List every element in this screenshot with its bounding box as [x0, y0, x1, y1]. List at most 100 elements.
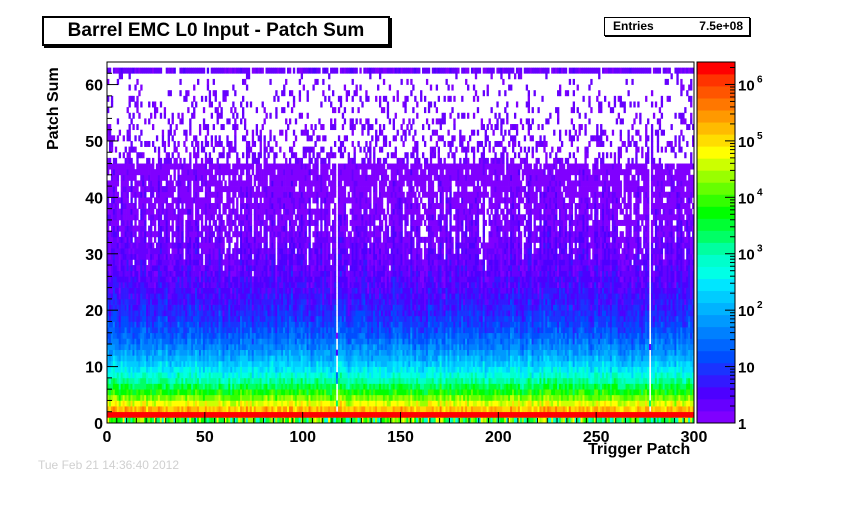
heatmap-cell — [126, 253, 129, 260]
heatmap-cell — [136, 259, 139, 266]
heatmap-cell — [134, 349, 137, 356]
heatmap-cell — [134, 242, 137, 249]
heatmap-cell — [112, 389, 116, 396]
heatmap-cell — [159, 231, 163, 238]
heatmap-cell — [161, 163, 165, 170]
heatmap-cell — [240, 118, 243, 125]
heatmap-cell — [136, 276, 139, 283]
heatmap-cell — [126, 186, 129, 193]
heatmap-cell — [152, 248, 155, 255]
heatmap-cell — [150, 321, 153, 328]
heatmap-cell — [230, 214, 233, 221]
heatmap-cell — [257, 186, 260, 193]
heatmap-cell — [116, 67, 120, 74]
heatmap-cell — [144, 406, 147, 413]
heatmap-cell — [208, 197, 212, 204]
heatmap-cell — [124, 310, 127, 317]
heatmap-cell — [228, 174, 231, 181]
heatmap-cell — [155, 400, 159, 407]
heatmap-cell — [273, 157, 276, 164]
heatmap-cell — [189, 129, 192, 136]
heatmap-cell — [155, 394, 159, 401]
heatmap-cell — [114, 394, 118, 401]
heatmap-cell — [153, 259, 157, 266]
heatmap-cell — [122, 180, 125, 187]
heatmap-cell — [134, 135, 137, 142]
heatmap-cell — [136, 406, 139, 413]
heatmap-cell — [122, 349, 125, 356]
heatmap-cell — [152, 276, 155, 283]
heatmap-cell — [161, 338, 165, 345]
heatmap-cell — [134, 332, 137, 339]
heatmap-cell — [136, 186, 139, 193]
heatmap-cell — [159, 281, 163, 288]
heatmap-cell — [300, 73, 304, 80]
heatmap-cell — [112, 417, 116, 424]
heatmap-cell — [161, 406, 165, 413]
heatmap-cell — [142, 163, 145, 170]
heatmap-cell — [122, 265, 125, 272]
heatmap-cell — [290, 90, 294, 97]
heatmap-cell — [292, 101, 296, 108]
heatmap-cell — [132, 67, 135, 74]
heatmap-cell — [191, 214, 194, 221]
heatmap-cell — [189, 152, 192, 159]
heatmap-cell — [232, 112, 235, 119]
heatmap-cell — [112, 332, 116, 339]
heatmap-cell — [148, 163, 151, 170]
heatmap-cell — [112, 406, 116, 413]
heatmap-cell — [181, 253, 184, 260]
heatmap-cell — [130, 298, 133, 305]
heatmap-cell — [140, 281, 143, 288]
heatmap-cell — [130, 169, 133, 176]
heatmap-cell — [159, 327, 163, 334]
heatmap-cell — [146, 186, 149, 193]
heatmap-cell — [110, 327, 114, 334]
heatmap-cell — [249, 197, 253, 204]
heatmap-cell — [197, 191, 200, 198]
heatmap-cell — [177, 169, 180, 176]
heatmap-cell — [153, 186, 157, 193]
heatmap-cell — [157, 377, 161, 384]
heatmap-cell — [120, 186, 124, 193]
heatmap-cell — [157, 298, 161, 305]
heatmap-cell — [269, 135, 272, 142]
heatmap-cell — [142, 197, 145, 204]
heatmap-cell — [116, 265, 120, 272]
heatmap-cell — [107, 281, 110, 288]
heatmap-cell — [116, 298, 120, 305]
heatmap-cell — [118, 281, 122, 288]
heatmap-cell — [152, 259, 155, 266]
heatmap-cell — [107, 338, 110, 345]
heatmap-cell — [142, 186, 145, 193]
heatmap-cell — [126, 231, 129, 238]
heatmap-cell — [157, 270, 161, 277]
heatmap-cell — [134, 225, 137, 232]
heatmap-cell — [116, 281, 120, 288]
heatmap-cell — [163, 332, 167, 339]
heatmap-cell — [110, 344, 114, 351]
heatmap-cell — [197, 152, 200, 159]
heatmap-cell — [189, 191, 192, 198]
heatmap-cell — [114, 214, 118, 221]
heatmap-cell — [120, 197, 124, 204]
heatmap-cell — [114, 225, 118, 232]
heatmap-cell — [138, 417, 141, 424]
heatmap-cell — [146, 231, 149, 238]
heatmap-cell — [161, 242, 165, 249]
heatmap-cell — [110, 259, 114, 266]
heatmap-cell — [191, 203, 194, 210]
heatmap-cell — [159, 236, 163, 243]
heatmap-cell — [285, 135, 288, 142]
heatmap-cell — [126, 315, 129, 322]
heatmap-cell — [200, 219, 204, 226]
heatmap-cell — [110, 276, 114, 283]
heatmap-cell — [114, 327, 118, 334]
heatmap-cell — [153, 197, 157, 204]
heatmap-cell — [122, 389, 125, 396]
heatmap-cell — [140, 383, 143, 390]
heatmap-cell — [110, 338, 114, 345]
heatmap-cell — [179, 78, 182, 85]
heatmap-cell — [159, 411, 163, 418]
heatmap-cell — [298, 95, 302, 102]
